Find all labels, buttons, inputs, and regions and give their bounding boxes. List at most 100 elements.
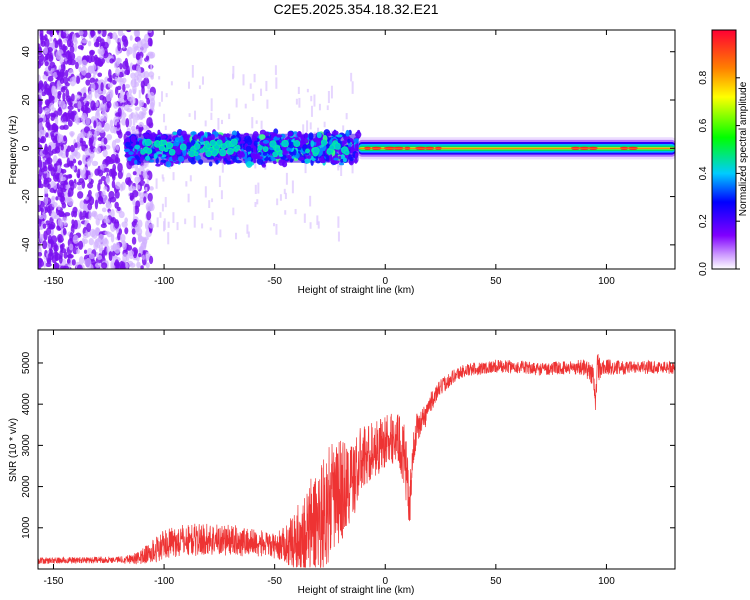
noise-blob [105,200,111,208]
scatter-blob [240,152,245,158]
noise-blob [46,227,52,236]
noise-blob [63,135,67,142]
noise-blob [108,251,113,262]
scatter-blob [182,149,187,157]
faint-streak [294,208,297,215]
faint-streak [163,113,166,123]
scatter-blob [175,149,182,155]
bright-scatter-dot [193,142,201,150]
faint-streak [204,120,207,127]
snr-x-tick-label: -150 [43,576,63,587]
noise-blob [67,105,74,111]
scatter-blob [316,131,322,139]
noise-blob [122,253,128,263]
faint-streak [184,218,187,225]
bright-scatter-dot [193,151,199,157]
noise-blob [101,110,106,117]
scatter-blob [342,157,347,163]
scatter-blob [227,155,231,161]
noise-blob [136,73,142,83]
noise-blob [49,102,55,110]
noise-blob [51,201,58,208]
scatter-blob [171,153,178,162]
noise-blob [129,62,134,72]
noise-blob [138,235,144,242]
scatter-blob [349,156,354,162]
noise-blob [94,262,101,268]
scatter-blob [155,157,159,165]
colorbar: 0.0 0.2 0.4 0.6 0.8 Normalized spectral ampl… [698,29,749,276]
noise-blob [40,136,45,142]
spectrogram-x-tick-label: 100 [598,276,615,287]
noise-blob [87,174,92,182]
noise-blob [85,169,89,179]
noise-blob [89,77,96,84]
faint-streak [164,125,167,131]
noise-blob [97,255,103,260]
noise-blob [60,187,67,193]
scatter-blob [288,141,295,149]
noise-blob [87,182,94,189]
scatter-blob [235,159,242,164]
noise-blob [69,144,75,153]
noise-blob [140,265,144,269]
noise-blob [93,211,98,220]
noise-blob [51,85,57,96]
noise-blob [132,171,137,176]
noise-blob [136,261,141,269]
noise-blob [87,40,92,47]
scatter-blob [165,161,172,168]
faint-streak [265,80,268,92]
noise-blob [65,88,70,98]
noise-blob [64,212,71,217]
noise-blob [146,117,153,127]
noise-blob [81,59,88,67]
faint-streak [351,81,354,94]
noise-blob [69,231,74,242]
noise-blob [125,118,130,128]
noise-blob [76,181,82,186]
noise-blob [93,120,97,129]
scatter-blob [198,159,204,165]
scatter-blob [177,155,185,163]
noise-blob [69,243,74,251]
noise-blob [124,227,129,235]
faint-streak [318,103,321,111]
noise-blob [97,169,104,177]
faint-streak [317,127,320,133]
noise-blob [42,149,49,155]
faint-streak [255,120,258,124]
faint-streak [172,172,175,181]
noise-blob [38,251,43,257]
noise-blob [117,30,124,37]
noise-blob [103,102,107,112]
noise-blob [38,174,42,182]
noise-blob [76,264,83,269]
spectrogram-y-tick-label: 0 [21,145,32,151]
noise-blob [66,38,72,48]
noise-blob [132,249,138,259]
scatter-blob [123,148,130,153]
spectrogram-y-tick-label: 40 [21,46,32,58]
noise-blob [115,112,121,117]
noise-blob [100,82,104,92]
scatter-blob [218,134,223,141]
noise-blob [126,30,132,33]
noise-blob [56,133,62,143]
faint-streak [159,212,162,218]
noise-blob [121,112,127,119]
bright-scatter-dot [220,143,228,150]
scatter-blob [258,134,266,140]
noise-blob [57,192,63,198]
noise-blob [113,101,119,109]
noise-blob [137,219,143,228]
bright-scatter-dot [161,139,168,146]
scatter-blob [180,130,187,137]
noise-blob [85,79,91,86]
noise-blob [51,41,56,50]
faint-streak [133,205,136,219]
noise-blob [105,177,110,183]
noise-blob [57,205,61,211]
bright-scatter-dot [205,150,213,158]
faint-streak [260,120,263,129]
